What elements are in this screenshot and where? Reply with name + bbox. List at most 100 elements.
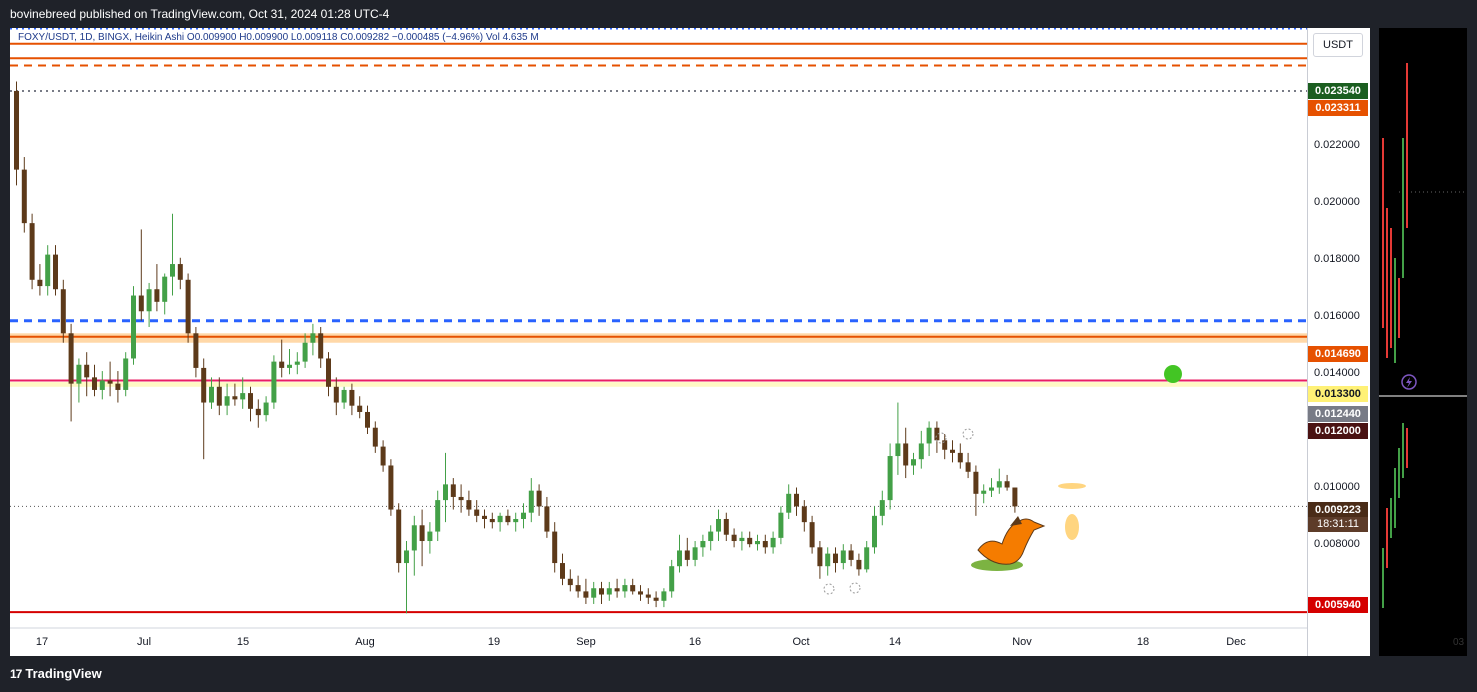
- candle-body: [513, 518, 519, 523]
- price-scale[interactable]: USDT 0.022000 0.020000 0.018000 0.016000…: [1307, 28, 1370, 656]
- price-chart[interactable]: [10, 28, 1307, 656]
- candle-body: [450, 484, 456, 497]
- candle-body: [950, 449, 955, 453]
- candle-body: [856, 559, 862, 570]
- time-tick: Oct: [792, 636, 810, 648]
- candle-body: [934, 427, 940, 441]
- candle-body: [349, 389, 355, 406]
- candle-body: [591, 588, 597, 598]
- candle-body: [107, 380, 113, 384]
- target-marker-icon: [1164, 365, 1182, 383]
- top-bar: bovinebreed published on TradingView.com…: [0, 0, 1477, 28]
- publisher-info: bovinebreed published on TradingView.com…: [10, 7, 390, 21]
- candle-body: [248, 393, 253, 409]
- candle-body: [614, 588, 620, 592]
- time-tick: Sep: [576, 636, 596, 648]
- candle-body: [801, 506, 807, 523]
- candle-body: [489, 518, 495, 523]
- candle-body: [903, 443, 909, 466]
- candle-body: [817, 547, 823, 567]
- candle-body: [762, 541, 768, 548]
- candle-body: [14, 90, 19, 170]
- projection-marker-icon: [1065, 514, 1079, 540]
- candle-body: [154, 289, 160, 302]
- time-tick: Dec: [1226, 636, 1246, 648]
- price-label: 0.023311: [1308, 100, 1368, 116]
- mini-chart-panel: 03: [1379, 28, 1467, 656]
- candle-body: [99, 380, 105, 390]
- candle-body: [263, 402, 269, 416]
- time-tick: 16: [688, 636, 702, 648]
- candle-body: [786, 493, 792, 513]
- candle-body: [240, 393, 246, 400]
- price-tick: 0.008000: [1314, 538, 1360, 550]
- candle-body: [809, 522, 815, 548]
- candle-body: [146, 289, 152, 312]
- bar-countdown: 18:31:11: [1308, 517, 1368, 532]
- brand-name: TradingView: [25, 666, 102, 681]
- candle-body: [224, 396, 230, 406]
- candle-body: [895, 443, 901, 457]
- candle-body: [723, 518, 729, 535]
- candle-body: [716, 518, 721, 532]
- candle-body: [326, 358, 331, 387]
- candle-body: [177, 264, 183, 280]
- candle-body: [552, 531, 558, 564]
- candle-body: [840, 550, 846, 564]
- candle-body: [965, 462, 971, 472]
- candle-body: [255, 408, 261, 416]
- time-tick: Jul: [136, 636, 152, 648]
- fox-mascot-icon: [977, 518, 1046, 565]
- candle-body: [638, 591, 643, 595]
- candle-body: [466, 500, 472, 510]
- candle-body: [521, 512, 526, 519]
- candle-body: [131, 295, 136, 359]
- projection-marker-icon: [1058, 483, 1086, 489]
- candle-body: [404, 550, 409, 564]
- candle-body: [606, 588, 612, 595]
- candle-body: [209, 386, 214, 403]
- candle-body: [37, 279, 43, 287]
- price-label: 0.014690: [1308, 346, 1368, 362]
- candle-body: [92, 377, 97, 390]
- candle-body: [973, 471, 979, 494]
- bottom-bar: 17 TradingView: [0, 662, 1477, 692]
- candle-body: [193, 333, 199, 368]
- candle-body: [599, 588, 604, 595]
- chart-panel[interactable]: FOXY/USDT, 1D, BINGX, Heikin Ashi O0.009…: [10, 28, 1307, 656]
- candle-body: [232, 396, 238, 400]
- candle-body: [138, 295, 144, 312]
- price-tick: 0.014000: [1314, 367, 1360, 379]
- doodle-marker-icon: [849, 582, 861, 594]
- candle-body: [996, 481, 1002, 488]
- candle-body: [170, 264, 175, 277]
- candle-body: [848, 550, 854, 560]
- candle-body: [115, 383, 121, 390]
- candle-body: [53, 254, 58, 290]
- candle-body: [926, 427, 932, 444]
- candle-body: [575, 585, 581, 592]
- candle-body: [123, 358, 129, 390]
- doodle-marker-icon: [962, 428, 974, 440]
- price-label: 0.012000: [1308, 423, 1368, 439]
- candle-body: [427, 531, 433, 542]
- candle-body: [271, 361, 277, 403]
- mini-panel-label: 03: [1453, 637, 1465, 648]
- support-zone: [10, 382, 1307, 387]
- candle-body: [302, 342, 308, 362]
- candle-body: [411, 525, 417, 551]
- time-tick: 19: [487, 636, 501, 648]
- currency-button[interactable]: USDT: [1313, 33, 1363, 57]
- price-tick: 0.018000: [1314, 253, 1360, 265]
- candle-body: [201, 367, 207, 403]
- candle-body: [872, 515, 877, 548]
- candle-body: [396, 509, 402, 564]
- candle-body: [60, 289, 66, 334]
- tradingview-icon: 17: [10, 666, 22, 681]
- last-price-label: 0.009223: [1308, 502, 1368, 518]
- candle-body: [708, 531, 714, 542]
- doodle-marker-icon: [823, 583, 835, 595]
- tradingview-logo[interactable]: 17 TradingView: [10, 666, 102, 681]
- candle-body: [76, 364, 82, 384]
- time-tick: 17: [35, 636, 49, 648]
